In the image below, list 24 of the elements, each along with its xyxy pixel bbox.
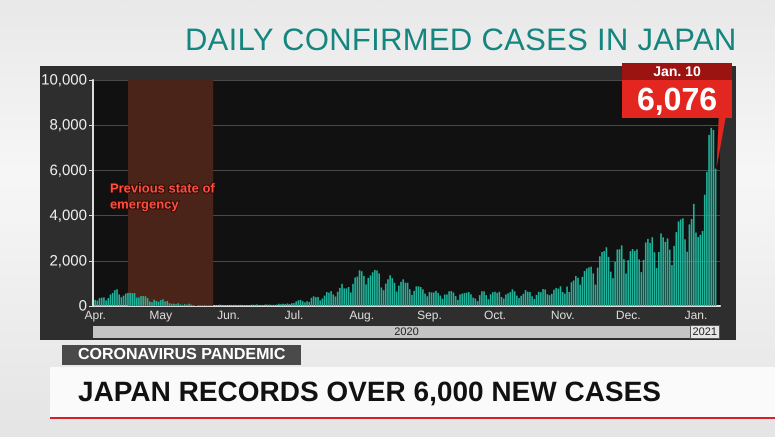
x-tick-label: Sep.	[417, 308, 442, 322]
x-tick-label: Jun.	[217, 308, 240, 322]
text: 2020	[394, 326, 419, 338]
text: JAPAN RECORDS OVER 6,000 NEW CASES	[78, 376, 661, 408]
x-tick-label: Oct.	[484, 308, 506, 322]
x-tick-label: May	[149, 308, 172, 322]
x-tick-label: Aug.	[349, 308, 374, 322]
x-tick-label: Dec.	[616, 308, 641, 322]
chart-title: DAILY CONFIRMED CASES IN JAPAN	[185, 22, 737, 58]
band-label: Previous state of emergency	[110, 180, 218, 212]
x-tick-label: Nov.	[550, 308, 575, 322]
y-tick-label: 0	[78, 298, 87, 314]
y-tick-label: 10,000	[41, 72, 87, 88]
text: CORONAVIRUS PANDEMIC	[62, 345, 302, 365]
x-tick-label: Jan.	[684, 308, 708, 322]
y-tick-label: 6,000	[49, 162, 87, 179]
y-tick-label: 8,000	[49, 116, 87, 134]
y-tick-label: 2,000	[49, 252, 87, 270]
x-tick-label: Apr.	[84, 308, 106, 322]
x-tick-label: Jul.	[284, 308, 304, 322]
y-tick-label: 4,000	[49, 207, 87, 224]
text: Jan. 10	[622, 63, 732, 80]
annotation: 6,076	[622, 80, 732, 118]
text: 2021	[690, 325, 720, 339]
